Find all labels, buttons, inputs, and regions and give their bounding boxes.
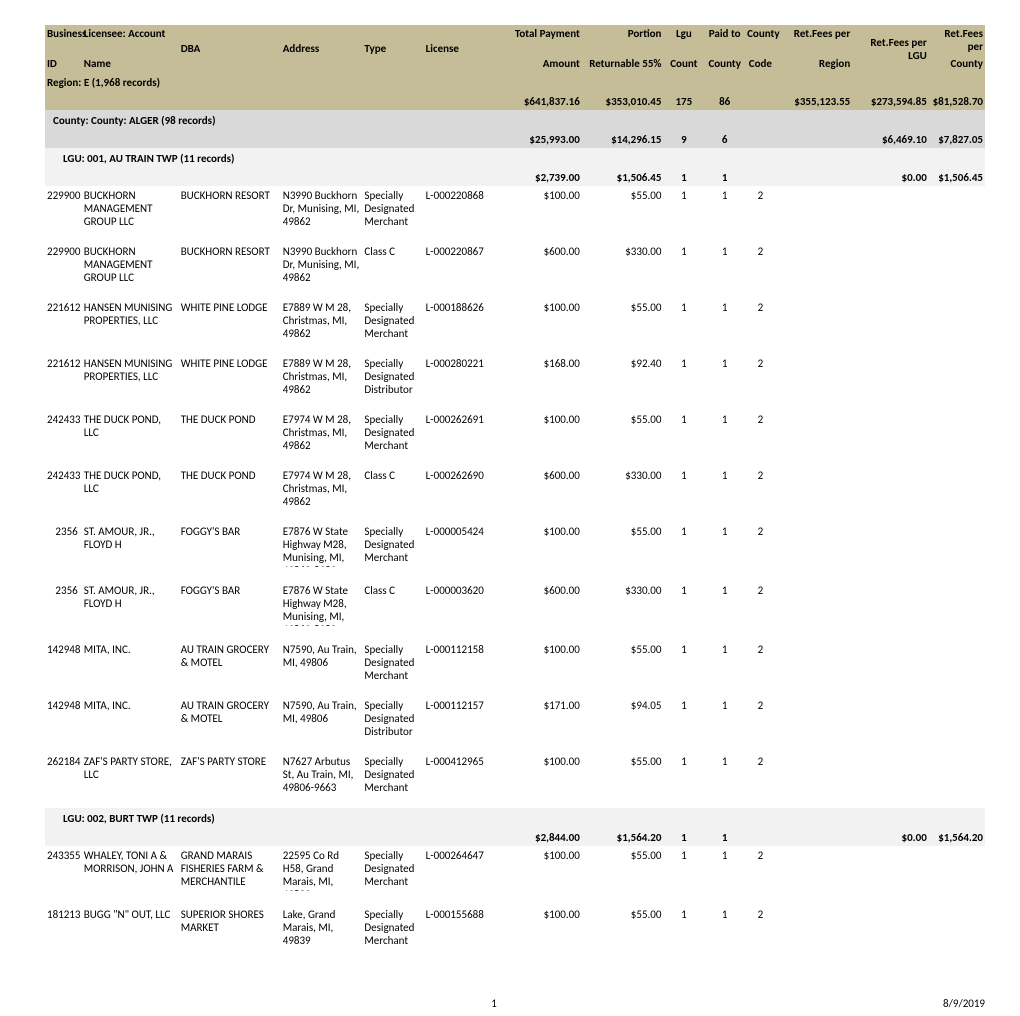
table-row: 229900 BUCKHORN MANAGEMENT GROUP LLC BUC… [45, 242, 985, 288]
table-row: 242433 THE DUCK POND, LLC THE DUCK POND … [45, 410, 985, 456]
table-row: 2356 ST. AMOUR, JR., FLOYD H FOGGY'S BAR… [45, 581, 985, 630]
table-row: 262184 ZAF'S PARTY STORE, LLC ZAF'S PART… [45, 752, 985, 798]
table-row: 221612 HANSEN MUNISING PROPERTIES, LLC W… [45, 354, 985, 400]
region-portion: $353,010.45 [582, 93, 664, 110]
col-paid: Paid to [704, 25, 745, 55]
col-lgu: Lgu [663, 25, 704, 55]
col-r2: Ret.Fees per LGU [852, 25, 929, 72]
col-port: Portion [582, 25, 664, 55]
report-table: Business Licensee: Account DBA Address T… [45, 25, 985, 961]
col-lic: License [424, 25, 506, 72]
region-row: Region: E (1,968 records) [45, 72, 985, 93]
col-id: Business [45, 25, 82, 55]
table-row: 243355 WHALEY, TONI A & MORRISON, JOHN A… [45, 846, 985, 895]
table-row: 229900 BUCKHORN MANAGEMENT GROUP LLC BUC… [45, 186, 985, 232]
table-row: 2356 ST. AMOUR, JR., FLOYD H FOGGY'S BAR… [45, 522, 985, 571]
col-r1: Ret.Fees per [776, 25, 853, 55]
table-row: 242433 THE DUCK POND, LLC THE DUCK POND … [45, 466, 985, 512]
col-name: Licensee: Account [82, 25, 179, 55]
region-total: $641,837.16 [505, 93, 582, 110]
col-cc: County [745, 25, 776, 55]
page-date: 8/9/2019 [943, 997, 985, 1010]
lgu-row: LGU: 002, BURT TWP (11 records) [45, 808, 985, 829]
table-row: 142948 MITA, INC. AU TRAIN GROCERY & MOT… [45, 696, 985, 742]
lgu-row: LGU: 001, AU TRAIN TWP (11 records) [45, 148, 985, 169]
col-total: Total Payment [505, 25, 582, 55]
page-footer: 1 8/9/2019 [45, 991, 985, 1016]
table-row: 181213 BUGG "N" OUT, LLC SUPERIOR SHORES… [45, 905, 985, 951]
table-row: 221612 HANSEN MUNISING PROPERTIES, LLC W… [45, 298, 985, 344]
col-addr: Address [281, 25, 363, 72]
col-dba: DBA [179, 25, 281, 72]
col-type: Type [362, 25, 423, 72]
page-number: 1 [491, 997, 497, 1010]
table-row: 142948 MITA, INC. AU TRAIN GROCERY & MOT… [45, 640, 985, 686]
col-r3: Ret.Fees per [929, 25, 985, 55]
county-row: County: County: ALGER (98 records) [45, 110, 985, 131]
